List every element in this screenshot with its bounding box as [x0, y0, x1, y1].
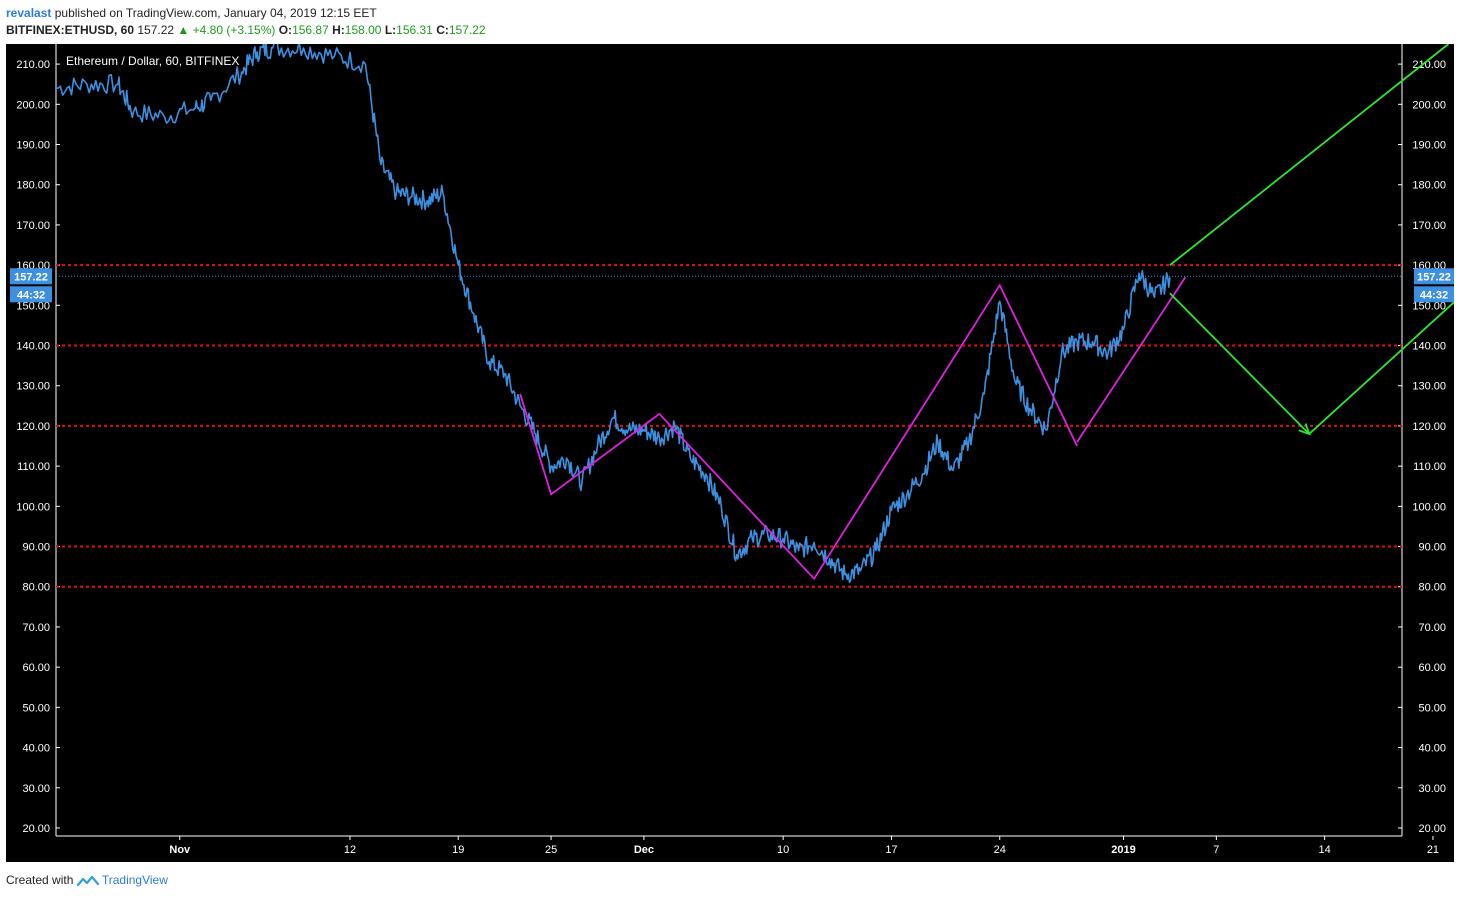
- countdown-badge-right: 44:32: [1420, 289, 1448, 301]
- ohlc-line: BITFINEX:ETHUSD, 60 157.22 ▲ +4.80 (+3.1…: [6, 22, 486, 38]
- x-tick-label: 19: [452, 844, 464, 856]
- x-tick-label: 25: [545, 844, 557, 856]
- x-tick-label: 7: [1213, 844, 1219, 856]
- x-tick-label: 21: [1427, 844, 1439, 856]
- y-tick-label-right: 80.00: [1418, 582, 1446, 594]
- y-tick-label-right: 180.00: [1412, 180, 1446, 192]
- author-link[interactable]: revalast: [6, 6, 52, 20]
- y-tick-label-left: 20.00: [22, 823, 50, 835]
- x-tick-label: 12: [344, 844, 356, 856]
- y-tick-label-left: 150.00: [16, 300, 50, 312]
- tradingview-logo-icon: [76, 875, 99, 886]
- projection-arrow-line: [1169, 44, 1449, 266]
- last-price-badge-left: 157.22: [14, 271, 48, 283]
- low-label: L:: [384, 23, 397, 37]
- y-tick-label-right: 70.00: [1418, 622, 1446, 634]
- y-tick-label-right: 120.00: [1412, 421, 1446, 433]
- y-tick-label-left: 140.00: [16, 341, 50, 353]
- tradingview-link[interactable]: TradingView: [101, 873, 168, 887]
- x-tick-label: 24: [994, 844, 1006, 856]
- y-tick-label-right: 150.00: [1412, 300, 1446, 312]
- price-series-line: [55, 44, 1171, 583]
- countdown-badge-left-box: [10, 286, 52, 303]
- y-tick-label-right: 50.00: [1418, 702, 1446, 714]
- high-value: 158.00: [344, 23, 382, 37]
- footer: Created with TradingView: [6, 873, 168, 891]
- y-tick-label-right: 140.00: [1412, 341, 1446, 353]
- y-tick-label-right: 90.00: [1418, 542, 1446, 554]
- y-tick-label-left: 70.00: [22, 622, 50, 634]
- y-tick-label-right: 20.00: [1418, 823, 1446, 835]
- trendline: [1076, 276, 1187, 443]
- y-tick-label-left: 30.00: [22, 783, 50, 795]
- zigzag-pattern-line: [519, 283, 1078, 581]
- chart-header: revalast published on TradingView.com, J…: [6, 4, 1456, 44]
- y-tick-label-left: 110.00: [17, 461, 50, 473]
- x-tick-label: 14: [1319, 844, 1331, 856]
- close-label: C:: [436, 23, 449, 37]
- y-tick-label-right: 110.00: [1413, 461, 1446, 473]
- countdown-badge-right-box: [1414, 286, 1454, 303]
- y-tick-label-left: 200.00: [16, 99, 50, 111]
- y-tick-label-left: 190.00: [16, 140, 50, 152]
- y-tick-label-left: 100.00: [16, 501, 50, 513]
- published-text: published on TradingView.com, January 04…: [54, 6, 377, 20]
- x-tick-label: 17: [885, 844, 897, 856]
- arrowhead-icon: [1298, 423, 1311, 436]
- close-value: 157.22: [448, 23, 486, 37]
- x-tick-label: Dec: [634, 844, 654, 856]
- low-value: 156.31: [396, 23, 433, 37]
- y-tick-label-right: 130.00: [1412, 381, 1446, 393]
- y-tick-label-right: 190.00: [1412, 140, 1446, 152]
- x-tick-label: Nov: [169, 844, 191, 856]
- y-tick-label-right: 30.00: [1418, 783, 1446, 795]
- chart-background: [6, 44, 1454, 862]
- y-tick-label-left: 40.00: [22, 743, 50, 755]
- last-price-badge-right-box: [1414, 268, 1454, 285]
- y-tick-label-left: 60.00: [22, 662, 50, 674]
- open-label: O:: [278, 23, 293, 37]
- high-label: H:: [332, 23, 345, 37]
- y-tick-label-right: 60.00: [1418, 662, 1446, 674]
- y-tick-label-left: 90.00: [22, 542, 50, 554]
- open-value: 156.87: [292, 23, 329, 37]
- y-tick-label-left: 80.00: [22, 582, 50, 594]
- last-price-badge-right: 157.22: [1417, 271, 1451, 283]
- symbol-label: BITFINEX:ETHUSD, 60: [6, 23, 135, 37]
- price-change: +4.80 (+3.15%): [192, 23, 276, 37]
- last-price-badge-left-box: [10, 268, 52, 285]
- y-tick-label-right: 40.00: [1418, 743, 1446, 755]
- y-tick-label-left: 180.00: [16, 180, 50, 192]
- x-tick-label: 10: [777, 844, 789, 856]
- chart-title: Ethereum / Dollar, 60, BITFINEX: [66, 54, 239, 68]
- x-tick-label: 2019: [1111, 844, 1135, 856]
- y-tick-label-left: 50.00: [22, 702, 50, 714]
- y-tick-label-left: 130.00: [16, 381, 50, 393]
- countdown-badge-left: 44:32: [17, 289, 45, 301]
- price-chart[interactable]: 20.00 20.00 30.00 30.00 40.00 40.00 50.00 50.00…: [6, 44, 1454, 862]
- last-price: 157.22: [137, 23, 175, 37]
- y-tick-label-right: 200.00: [1412, 99, 1446, 111]
- y-tick-label-left: 120.00: [16, 421, 50, 433]
- up-triangle-icon: ▲: [177, 23, 190, 37]
- y-tick-label-left: 210.00: [16, 59, 50, 71]
- publish-line: revalast published on TradingView.com, J…: [6, 5, 377, 21]
- y-tick-label-right: 100.00: [1412, 501, 1446, 513]
- projection-arrow-line: [1308, 301, 1454, 435]
- y-tick-label-right: 170.00: [1412, 220, 1446, 232]
- projection-arrow-line: [1169, 292, 1310, 435]
- y-tick-label-right: 210.00: [1412, 59, 1446, 71]
- created-with-text: Created with: [6, 873, 74, 887]
- chart-area[interactable]: 20.00 20.00 30.00 30.00 40.00 40.00 50.00 50.00…: [6, 44, 1454, 862]
- y-tick-label-left: 170.00: [16, 220, 50, 232]
